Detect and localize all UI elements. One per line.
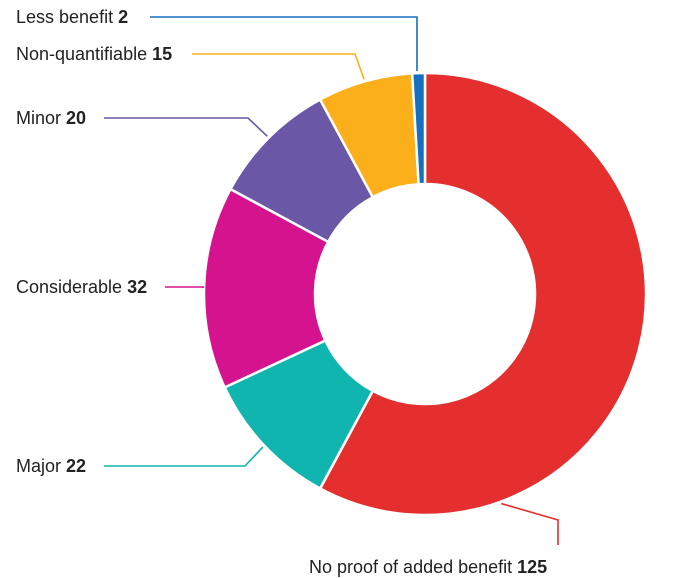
leader-line-no-proof-of-added-benefit	[501, 502, 559, 545]
slice-value: 15	[152, 44, 172, 64]
slice-considerable	[202, 187, 330, 390]
slice-no-proof-of-added-benefit	[318, 71, 648, 517]
slice-label-text: Non-quantifiable	[16, 44, 152, 64]
leader-line-major	[104, 446, 264, 467]
slice-label-text: No proof of added benefit	[309, 557, 517, 577]
leader-line-non-quantifiable	[192, 53, 365, 80]
slice-value: 32	[127, 277, 147, 297]
labels-layer: No proof of added benefit 125 Major 22 Con…	[16, 7, 547, 577]
leader-lines-layer	[104, 16, 559, 545]
slice-label-non-quantifiable: Non-quantifiable 15	[16, 44, 172, 64]
slice-label-text: Considerable	[16, 277, 127, 297]
leader-line-considerable	[165, 286, 205, 289]
slice-label-text: Minor	[16, 108, 66, 128]
leader-line-less-benefit	[150, 16, 418, 72]
slice-value: 20	[66, 108, 86, 128]
slice-label-text: Less benefit	[16, 7, 118, 27]
slice-value: 125	[517, 557, 547, 577]
slice-less-benefit	[410, 71, 427, 186]
leader-line-minor	[104, 117, 268, 137]
slice-label-no-proof-of-added-benefit: No proof of added benefit 125	[309, 557, 547, 577]
slice-label-major: Major 22	[16, 456, 86, 476]
slice-value: 22	[66, 456, 86, 476]
slice-label-considerable: Considerable 32	[16, 277, 147, 297]
slice-label-text: Major	[16, 456, 66, 476]
slice-label-less-benefit: Less benefit 2	[16, 7, 128, 27]
slice-value: 2	[118, 7, 128, 27]
slice-label-minor: Minor 20	[16, 108, 86, 128]
slices-layer	[202, 71, 648, 517]
